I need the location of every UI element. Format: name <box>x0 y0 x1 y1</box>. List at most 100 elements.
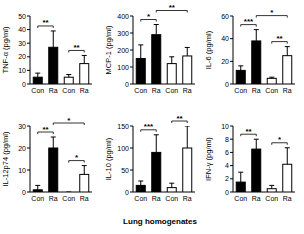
error-bar <box>185 47 190 56</box>
error-line <box>240 172 241 182</box>
y-tick <box>130 192 133 193</box>
y-tick <box>27 43 30 44</box>
error-bar <box>254 139 259 149</box>
y-tick <box>230 152 233 153</box>
panel: 0246810IFN-γ (pg/ml)ConRaConRa*** <box>204 123 295 203</box>
y-axis-label: IL-12p74 (pg/ml) <box>1 131 10 187</box>
y-axis <box>30 16 31 84</box>
significance-label: ** <box>42 125 49 134</box>
bars <box>136 25 192 85</box>
error-line <box>187 126 188 148</box>
error-cap <box>185 47 190 48</box>
x-tick-label: Ra <box>283 195 292 202</box>
y-tick <box>230 178 233 179</box>
y-tick-label: 60 <box>221 13 229 20</box>
error-bar <box>238 172 243 182</box>
error-line <box>156 135 157 153</box>
bar <box>33 190 42 192</box>
error-bar <box>66 74 71 77</box>
error-line <box>287 47 288 56</box>
x-tick-label: Ra <box>80 87 89 94</box>
bar <box>267 78 276 84</box>
error-line <box>140 45 141 59</box>
y-tick-label: 200 <box>117 47 129 54</box>
error-bar <box>138 45 143 59</box>
y-tick <box>230 126 233 127</box>
bar <box>183 148 192 192</box>
panel: 01020304050TNF-α (pg/ml)ConRaConRa**** <box>1 13 92 95</box>
error-cap <box>269 185 274 186</box>
significance-label: * <box>270 8 274 17</box>
error-cap <box>154 134 159 135</box>
y-tick <box>130 50 133 51</box>
x-tick-label: Ra <box>152 87 161 94</box>
y-tick-label: 10 <box>221 123 229 130</box>
y-tick-label: 10 <box>18 67 26 74</box>
error-cap <box>138 181 143 182</box>
x-tick-label: Con <box>31 195 44 202</box>
y-axis-label: IL-6 (pg/ml) <box>204 30 213 69</box>
error-bar <box>51 137 56 148</box>
panel: 050100150IL-10 (pg/ml)ConRaConRa***** <box>104 114 195 203</box>
error-line <box>84 166 85 175</box>
y-tick-label: 0 <box>125 81 129 88</box>
error-line <box>240 66 241 71</box>
x-tick-label: Ra <box>49 195 58 202</box>
bar <box>80 64 89 84</box>
y-axis-label: IFN-γ (pg/ml) <box>204 137 213 181</box>
y-tick <box>230 38 233 39</box>
bar <box>167 64 176 84</box>
y-axis-label: TNF-α (pg/ml) <box>1 26 10 73</box>
error-cap <box>169 183 174 184</box>
y-tick-label: 4 <box>225 162 229 169</box>
error-line <box>84 55 85 63</box>
error-bar <box>154 135 159 153</box>
error-cap <box>82 165 87 166</box>
y-tick-label: 40 <box>221 35 229 42</box>
y-tick-label: 6 <box>225 149 229 156</box>
error-cap <box>269 77 274 78</box>
y-tick-label: 150 <box>117 123 129 130</box>
error-cap <box>66 192 71 193</box>
bar <box>236 70 245 84</box>
error-line <box>37 73 38 77</box>
error-bar <box>169 183 174 187</box>
error-bar <box>254 30 259 41</box>
error-cap <box>35 185 40 186</box>
bar <box>136 185 145 192</box>
error-line <box>287 148 288 165</box>
x-tick-label: Con <box>134 195 147 202</box>
bar <box>64 77 73 84</box>
y-tick <box>130 170 133 171</box>
y-tick-label: 0 <box>225 189 229 196</box>
bars <box>33 31 89 84</box>
error-cap <box>169 56 174 57</box>
y-axis-label: IL-10 (pg/ml) <box>104 137 113 180</box>
y-tick <box>130 148 133 149</box>
y-tick <box>130 67 133 68</box>
y-tick-label: 20 <box>18 145 26 152</box>
significance-label: ** <box>245 127 252 136</box>
caption: Lung homogenates <box>123 217 197 226</box>
significance-label: ** <box>169 3 176 12</box>
x-tick-label: Ra <box>183 195 192 202</box>
significance-label: * <box>67 116 71 125</box>
bars <box>33 137 89 192</box>
error-cap <box>154 24 159 25</box>
y-tick <box>27 192 30 193</box>
error-cap <box>285 147 290 148</box>
x-tick-label: Ra <box>183 87 192 94</box>
error-cap <box>51 137 56 138</box>
bar <box>33 77 42 84</box>
error-cap <box>82 55 87 56</box>
significance-label: ** <box>176 114 183 123</box>
y-tick-label: 300 <box>117 30 129 37</box>
y-tick <box>230 165 233 166</box>
y-tick <box>130 84 133 85</box>
y-tick <box>27 84 30 85</box>
error-bar <box>82 166 87 175</box>
y-tick-label: 20 <box>221 58 229 65</box>
y-axis <box>233 16 234 84</box>
error-line <box>187 47 188 56</box>
y-tick <box>27 70 30 71</box>
